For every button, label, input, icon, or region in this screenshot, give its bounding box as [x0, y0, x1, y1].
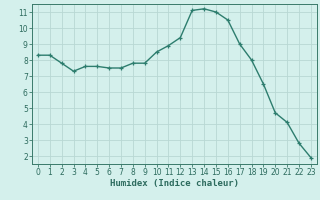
X-axis label: Humidex (Indice chaleur): Humidex (Indice chaleur) — [110, 179, 239, 188]
